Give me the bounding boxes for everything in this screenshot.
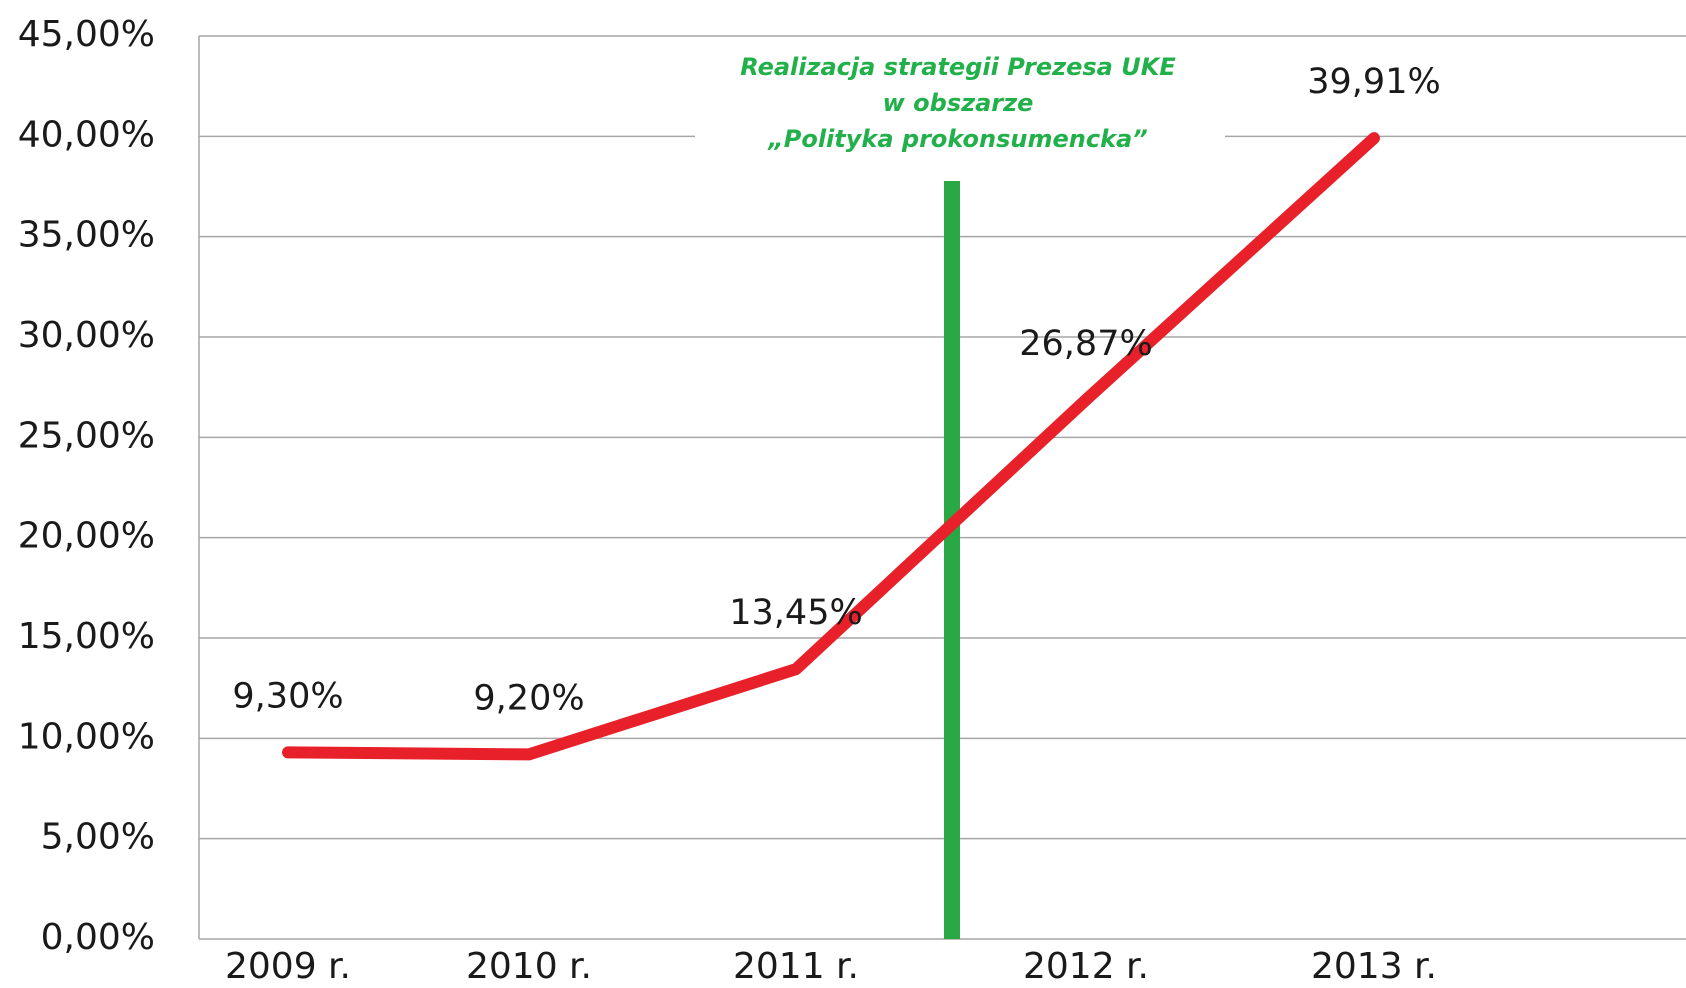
x-tick-label: 2009 r. <box>225 946 351 987</box>
data-label: 9,30% <box>232 676 343 716</box>
data-label: 26,87% <box>1019 324 1152 364</box>
y-tick-label: 5,00% <box>41 817 155 858</box>
annotation: w obszarze <box>883 89 1034 117</box>
data-label: 13,45% <box>729 593 862 633</box>
y-tick-label: 15,00% <box>18 616 155 657</box>
x-tick-label: 2011 r. <box>733 946 859 987</box>
y-tick-label: 35,00% <box>18 215 155 256</box>
y-tick-label: 40,00% <box>18 114 155 155</box>
annotation: „Polityka prokonsumencka” <box>767 125 1147 153</box>
data-label: 9,20% <box>473 678 584 718</box>
y-tick-label: 45,00% <box>18 14 155 55</box>
y-tick-label: 20,00% <box>18 516 155 557</box>
data-label: 39,91% <box>1307 62 1440 102</box>
x-tick-label: 2012 r. <box>1023 946 1149 987</box>
y-tick-label: 30,00% <box>18 315 155 356</box>
y-tick-label: 10,00% <box>18 716 155 757</box>
line <box>282 132 1380 761</box>
x-tick-label: 2013 r. <box>1311 946 1437 987</box>
y-tick-label: 25,00% <box>18 415 155 456</box>
annotation: Realizacja strategii Prezesa UKE <box>740 53 1176 81</box>
y-tick-label: 0,00% <box>41 917 155 958</box>
annotation-bg <box>695 50 1225 170</box>
x-tick-label: 2010 r. <box>466 946 592 987</box>
